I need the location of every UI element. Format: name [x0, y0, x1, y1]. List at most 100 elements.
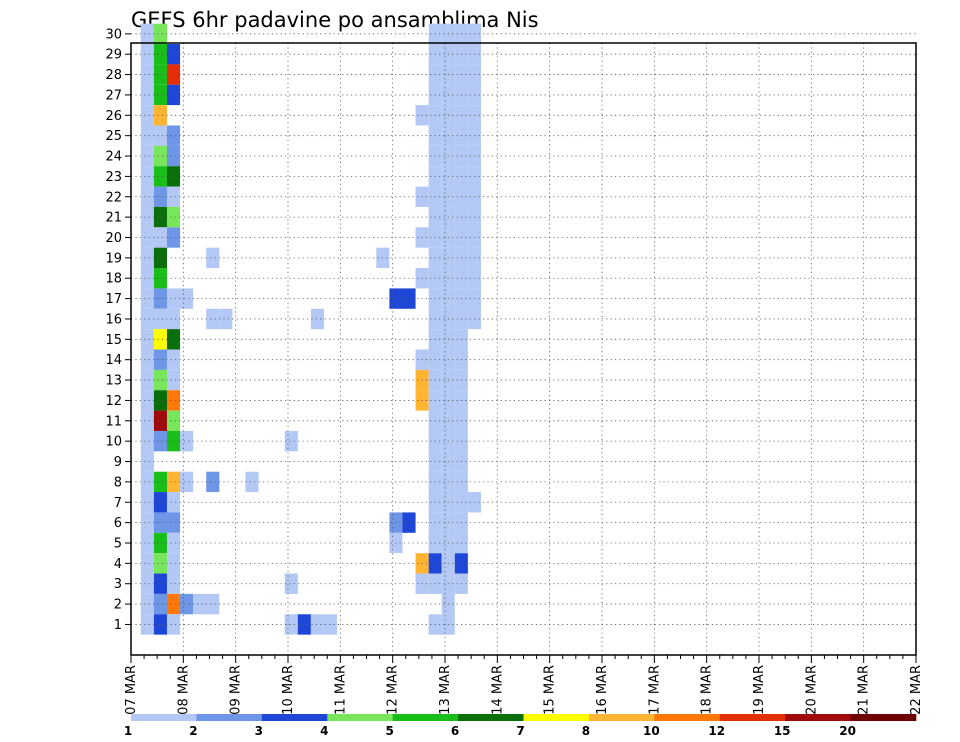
heat-cell: [153, 471, 167, 493]
x-tick-label: 11 MAR: [333, 665, 348, 715]
y-tick-label: 19: [105, 251, 122, 266]
y-tick-label: 24: [105, 150, 122, 165]
heat-cell: [297, 614, 311, 635]
heat-cell: [206, 593, 220, 615]
y-tick-label: 4: [114, 557, 122, 572]
heat-cell: [153, 268, 167, 289]
heat-cell: [166, 430, 181, 452]
heat-cell: [153, 492, 167, 513]
heat-cell: [153, 532, 167, 554]
heat-cell: [140, 593, 154, 615]
colorbar-swatch: [654, 714, 721, 721]
heat-cell: [166, 390, 181, 411]
y-tick-label: 29: [105, 48, 122, 63]
heat-cell: [166, 84, 181, 106]
heat-cell: [166, 410, 181, 431]
heat-cell: [166, 593, 181, 615]
heat-cell: [245, 471, 259, 493]
y-axis: 1234567891011121314151617181920212223242…: [105, 27, 131, 633]
heat-cell: [153, 247, 167, 269]
heat-cell: [219, 308, 233, 330]
heat-cell: [193, 593, 207, 615]
heat-cell: [166, 186, 181, 207]
heat-cell: [140, 553, 154, 574]
heat-cell: [166, 614, 181, 635]
heat-cell: [140, 23, 154, 45]
y-tick-label: 7: [114, 496, 122, 511]
heat-cell: [166, 227, 181, 248]
colorbar-swatch: [719, 714, 786, 721]
y-tick-label: 10: [105, 435, 122, 450]
y-tick-label: 6: [114, 516, 122, 531]
heat-cell: [206, 471, 220, 493]
colorbar-swatch: [850, 714, 917, 721]
colorbar-label: 12: [708, 724, 725, 738]
y-tick-label: 22: [105, 190, 122, 205]
heat-cell: [140, 105, 154, 126]
x-tick-label: 12 MAR: [386, 665, 401, 715]
heat-cell: [153, 390, 167, 411]
y-tick-label: 25: [105, 129, 122, 144]
heat-cell: [140, 64, 154, 85]
x-tick-label: 10 MAR: [281, 665, 296, 715]
x-tick-label: 08 MAR: [176, 665, 191, 715]
heat-cell: [140, 349, 154, 370]
x-tick-label: 09 MAR: [229, 665, 244, 715]
heat-cell: [166, 125, 181, 146]
heat-cell: [284, 614, 298, 635]
heat-cell: [153, 329, 167, 350]
heat-cell: [140, 410, 154, 431]
heat-cell: [153, 23, 167, 45]
heat-cell: [153, 206, 167, 228]
colorbar-label: 7: [516, 724, 524, 738]
heat-cell: [166, 369, 181, 391]
heat-cell: [140, 44, 154, 65]
colorbar-label: 8: [582, 724, 590, 738]
x-tick-label: 22 MAR: [909, 665, 924, 715]
heat-cell: [140, 573, 154, 594]
heat-cell: [166, 349, 181, 370]
y-tick-label: 30: [105, 27, 122, 42]
heat-cell: [140, 268, 154, 289]
heat-cell: [153, 44, 167, 65]
heat-cell: [153, 125, 167, 146]
colorbar-swatch: [327, 714, 393, 721]
heat-cell: [284, 573, 298, 594]
heat-cell: [166, 44, 181, 65]
y-tick-label: 5: [114, 536, 122, 551]
heat-cell: [153, 349, 167, 370]
y-tick-label: 3: [114, 577, 122, 592]
heat-cell: [153, 105, 167, 126]
heat-cell: [166, 471, 181, 493]
heat-cell: [310, 614, 324, 635]
colorbar-label: 3: [255, 724, 263, 738]
heat-cell: [166, 512, 181, 533]
heat-cell: [140, 288, 154, 309]
heat-cell: [153, 145, 167, 167]
colorbar-swatch: [131, 714, 197, 721]
x-tick-label: 13 MAR: [438, 665, 453, 715]
colorbar-label: 20: [839, 724, 856, 738]
heat-cell: [140, 166, 154, 187]
heat-cell: [323, 614, 338, 635]
heat-cell: [153, 288, 167, 309]
heat-cell: [166, 308, 181, 330]
heat-cell: [153, 410, 167, 431]
heat-cell: [140, 532, 154, 554]
heat-cell: [140, 308, 154, 330]
heat-cell: [153, 186, 167, 207]
colorbar-label: 2: [189, 724, 197, 738]
heat-cell: [166, 329, 181, 350]
y-tick-label: 23: [105, 170, 122, 185]
x-tick-label: 16 MAR: [595, 665, 610, 715]
x-tick-label: 17 MAR: [647, 665, 662, 715]
heat-cell: [140, 430, 154, 452]
colorbar-label: 10: [643, 724, 660, 738]
y-tick-label: 21: [105, 211, 122, 226]
colorbar-swatch: [785, 714, 851, 721]
colorbar-label: 6: [451, 724, 459, 738]
y-tick-label: 26: [105, 109, 122, 124]
y-tick-label: 16: [105, 312, 122, 327]
heat-cell: [140, 329, 154, 350]
